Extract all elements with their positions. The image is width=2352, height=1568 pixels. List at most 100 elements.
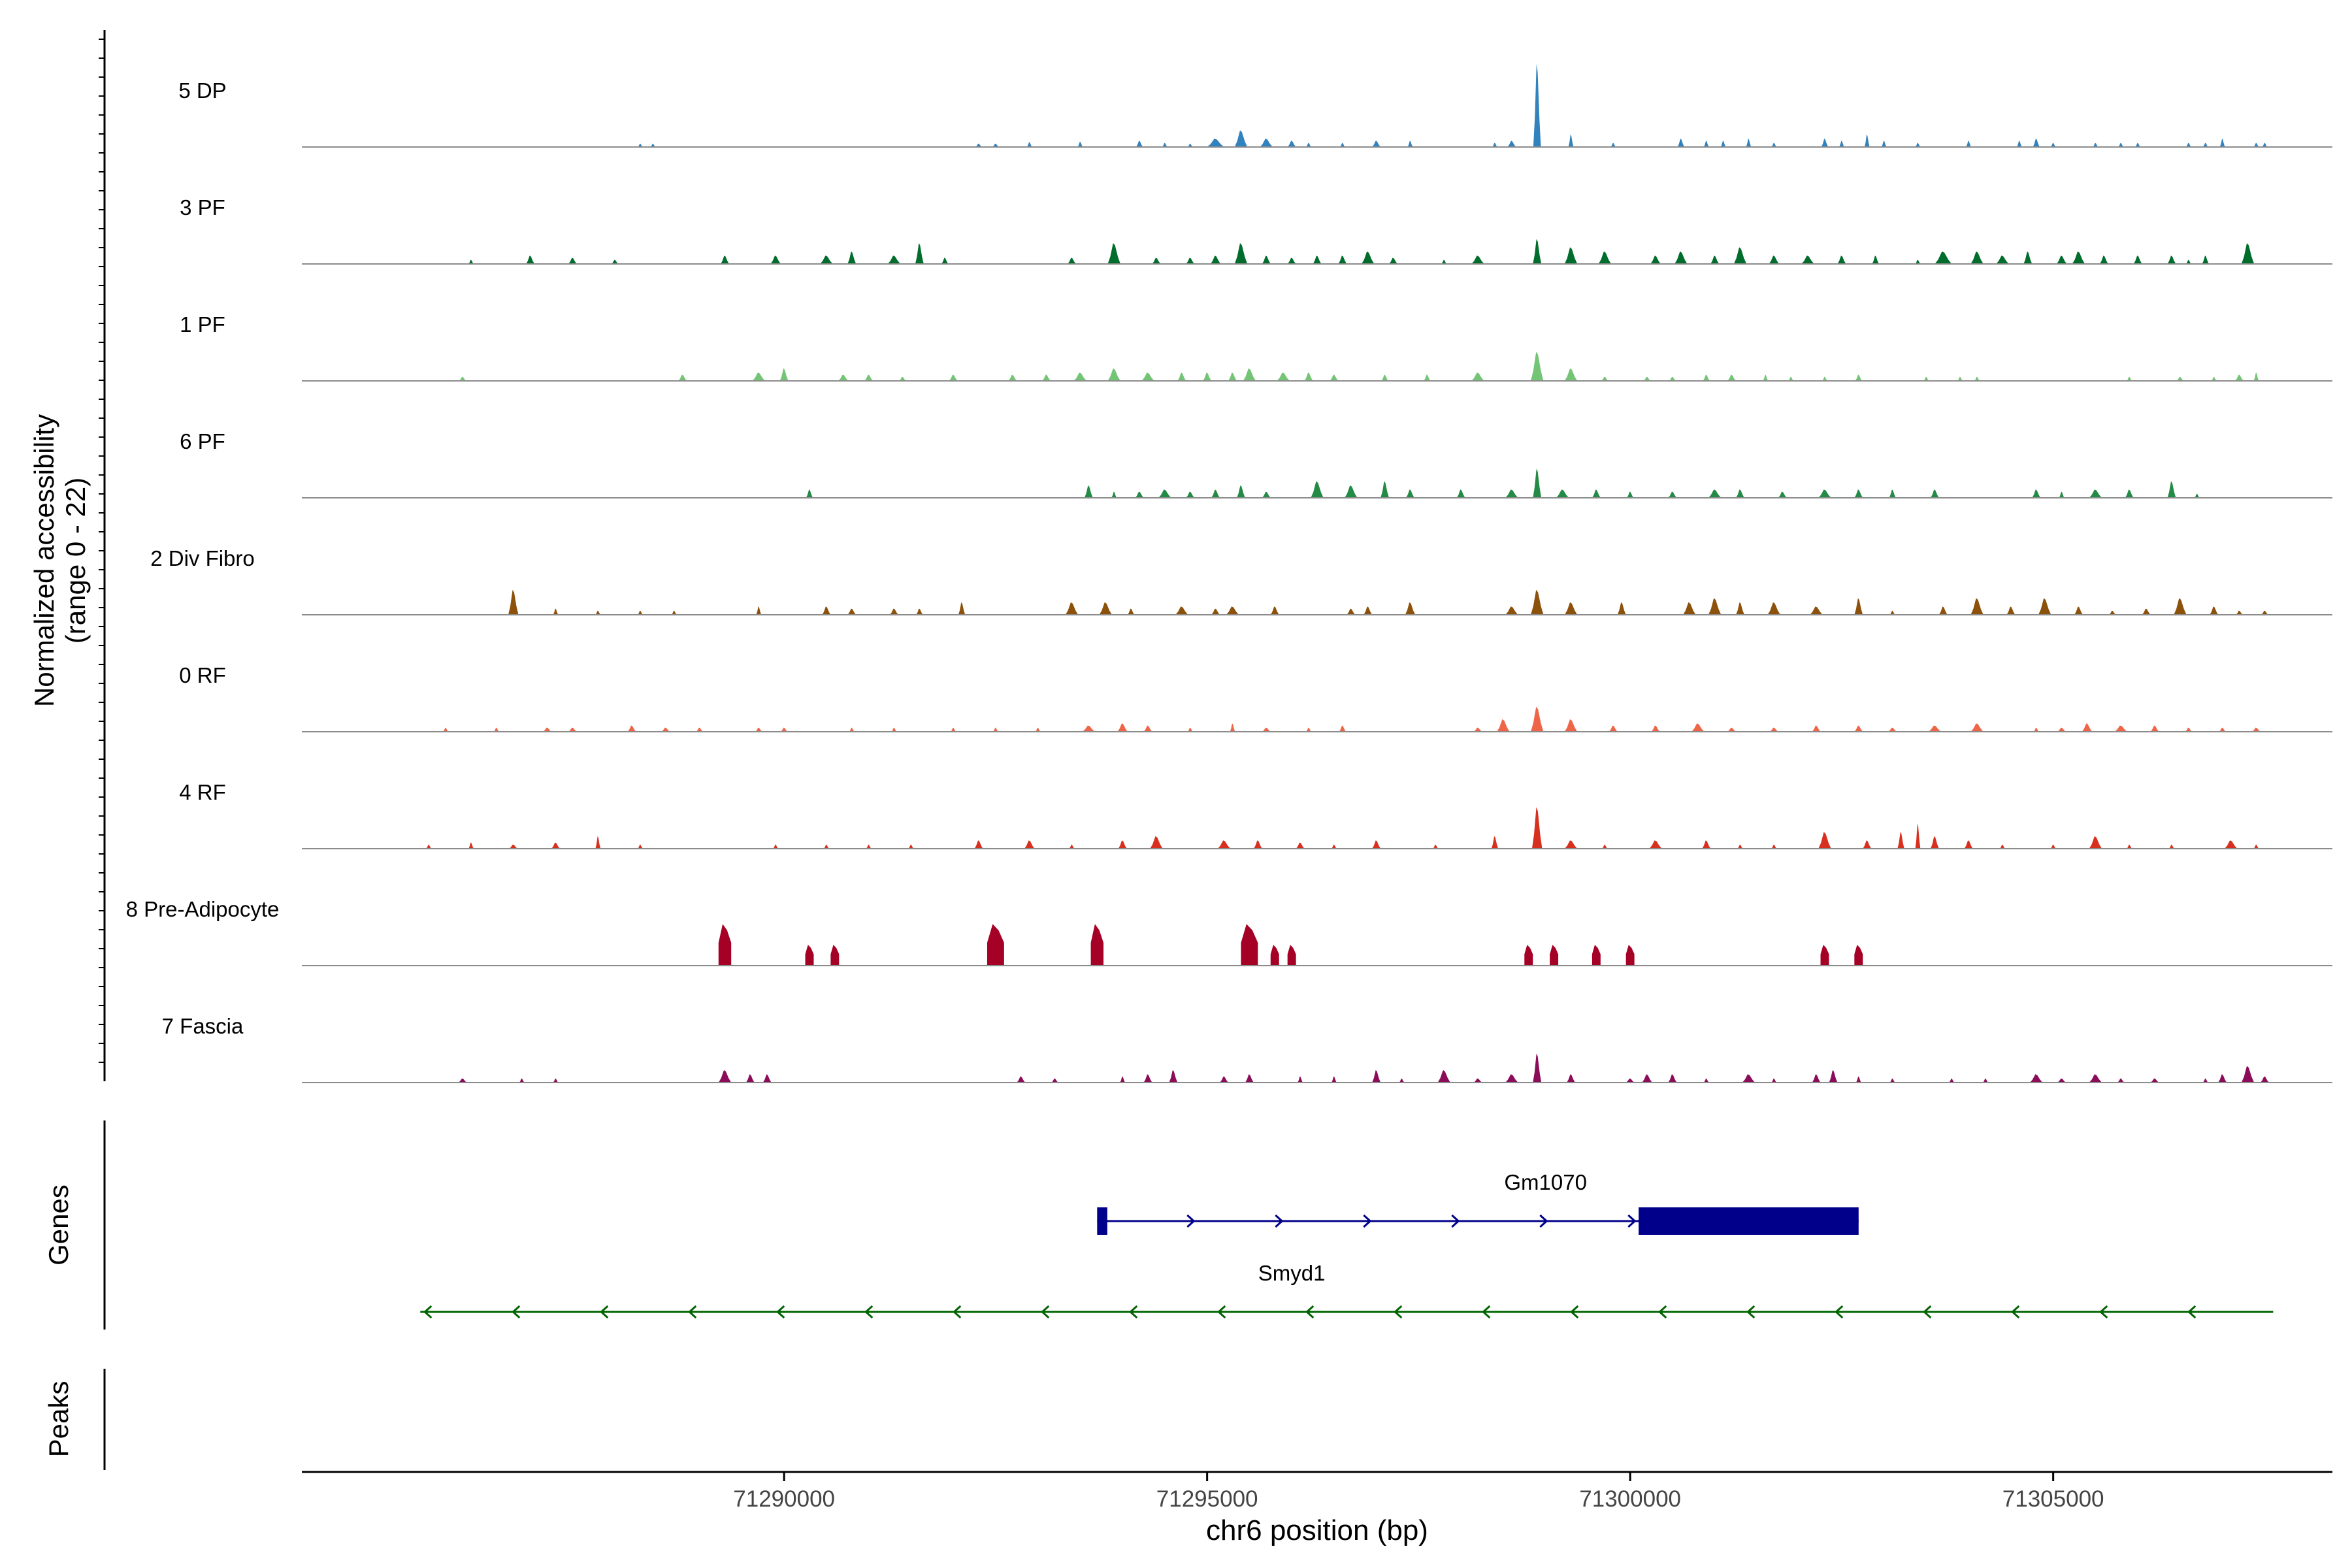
peak-8-20 bbox=[1533, 1053, 1542, 1083]
peak-8-10 bbox=[1169, 1070, 1178, 1083]
peak-1-40 bbox=[2023, 251, 2033, 264]
peak-3-10 bbox=[1345, 485, 1358, 498]
track-label: 1 PF bbox=[180, 312, 225, 336]
peak-4-13 bbox=[1127, 608, 1135, 615]
gene-gm1070: Gm1070 bbox=[1097, 1170, 1859, 1235]
peak-4-42 bbox=[2261, 610, 2268, 615]
peak-1-6 bbox=[820, 255, 833, 264]
peak-0-19 bbox=[1533, 63, 1541, 147]
genes-panel-title: Genes bbox=[43, 1184, 74, 1266]
peak-1-18 bbox=[1287, 257, 1296, 264]
track-2-div-fibro: 2 Div Fibro bbox=[150, 546, 2332, 615]
peak-0-2 bbox=[975, 143, 983, 147]
peak-6-18 bbox=[1331, 844, 1337, 849]
peak-8-37 bbox=[2117, 1078, 2125, 1083]
peak-2-39 bbox=[2211, 376, 2217, 381]
peak-0-36 bbox=[2093, 142, 2099, 147]
peak-3-2 bbox=[1111, 491, 1117, 498]
peak-3-27 bbox=[2032, 489, 2041, 498]
peak-8-13 bbox=[1298, 1076, 1303, 1083]
peak-8-9 bbox=[1143, 1074, 1152, 1083]
peak-1-2 bbox=[568, 257, 577, 264]
peak-1-11 bbox=[1067, 257, 1076, 264]
peak-6-34 bbox=[1964, 840, 1973, 849]
peak-4-32 bbox=[1938, 606, 1948, 615]
strand-chevron bbox=[423, 1305, 433, 1319]
peak-5-31 bbox=[1812, 725, 1821, 732]
peaks-panel-title: Peaks bbox=[43, 1381, 74, 1458]
peak-5-4 bbox=[627, 725, 636, 732]
peak-0-15 bbox=[1372, 140, 1381, 147]
peak-0-7 bbox=[1162, 142, 1168, 147]
strand-chevron bbox=[512, 1305, 521, 1319]
peak-5-35 bbox=[1970, 723, 1984, 732]
peak-2-18 bbox=[1304, 372, 1313, 381]
peak-4-18 bbox=[1347, 608, 1356, 615]
peak-3-3 bbox=[1135, 491, 1144, 498]
peak-4-20 bbox=[1405, 602, 1416, 615]
peak-3-28 bbox=[2059, 491, 2065, 498]
peak-8-14 bbox=[1331, 1076, 1337, 1083]
peak-2-34 bbox=[1923, 376, 1929, 381]
track-label: 5 DP bbox=[178, 78, 226, 103]
peak-6-25 bbox=[1649, 840, 1662, 849]
peak-5-12 bbox=[993, 727, 998, 732]
peak-5-19 bbox=[1262, 727, 1271, 732]
peak-7-6 bbox=[1270, 945, 1279, 966]
peak-3-22 bbox=[1778, 491, 1787, 498]
peak-0-18 bbox=[1507, 140, 1516, 147]
peak-6-2 bbox=[509, 844, 518, 849]
peak-3-21 bbox=[1736, 489, 1744, 498]
peak-6-31 bbox=[1897, 832, 1904, 849]
strand-chevron bbox=[1746, 1305, 1756, 1319]
peak-2-35 bbox=[1957, 376, 1963, 381]
peak-6-8 bbox=[866, 844, 872, 849]
peak-6-20 bbox=[1433, 844, 1439, 849]
peak-5-29 bbox=[1727, 727, 1737, 732]
peak-2-38 bbox=[2176, 376, 2184, 381]
peak-8-0 bbox=[458, 1078, 467, 1083]
peak-4-25 bbox=[1683, 602, 1696, 615]
peak-1-28 bbox=[1650, 255, 1661, 264]
peak-1-16 bbox=[1234, 243, 1248, 264]
peak-1-7 bbox=[847, 251, 857, 264]
peak-5-43 bbox=[2251, 727, 2261, 732]
peak-6-39 bbox=[2169, 844, 2174, 849]
peak-4-1 bbox=[553, 608, 559, 615]
peak-7-8 bbox=[1524, 945, 1533, 966]
peak-5-3 bbox=[568, 727, 577, 732]
peak-6-19 bbox=[1372, 840, 1381, 849]
peak-2-36 bbox=[1974, 376, 1980, 381]
strand-chevron bbox=[776, 1305, 785, 1319]
track-label: 8 Pre-Adipocyte bbox=[126, 897, 280, 921]
peak-5-1 bbox=[493, 727, 499, 732]
peak-3-17 bbox=[1592, 489, 1601, 498]
peak-4-29 bbox=[1810, 606, 1823, 615]
peak-0-28 bbox=[1839, 140, 1844, 147]
peak-8-2 bbox=[553, 1078, 559, 1083]
peak-6-26 bbox=[1702, 840, 1711, 849]
peak-0-14 bbox=[1339, 142, 1345, 147]
track-5-dp: 5 DP bbox=[178, 63, 2332, 148]
peak-7-3 bbox=[987, 924, 1004, 966]
peak-6-35 bbox=[2000, 844, 2005, 849]
peak-3-23 bbox=[1818, 489, 1831, 498]
peak-0-9 bbox=[1207, 139, 1224, 147]
peak-1-10 bbox=[941, 257, 949, 264]
peak-6-30 bbox=[1863, 840, 1872, 849]
peak-0-24 bbox=[1720, 140, 1726, 147]
x-tick-label: 71295000 bbox=[1156, 1486, 1258, 1512]
strand-chevron bbox=[2187, 1305, 2197, 1319]
peak-4-10 bbox=[958, 602, 966, 615]
peak-3-14 bbox=[1505, 489, 1518, 498]
peak-2-11 bbox=[1107, 368, 1120, 381]
peak-6-1 bbox=[468, 842, 474, 849]
x-tick-label: 71300000 bbox=[1579, 1486, 1681, 1512]
gene-smyd1: Smyd1 bbox=[420, 1261, 2274, 1319]
peak-1-17 bbox=[1262, 255, 1271, 264]
peak-0-10 bbox=[1234, 130, 1248, 147]
peak-8-21 bbox=[1567, 1074, 1575, 1083]
peak-1-22 bbox=[1389, 257, 1398, 264]
strand-chevron bbox=[1835, 1305, 1844, 1319]
peak-5-16 bbox=[1143, 725, 1152, 732]
